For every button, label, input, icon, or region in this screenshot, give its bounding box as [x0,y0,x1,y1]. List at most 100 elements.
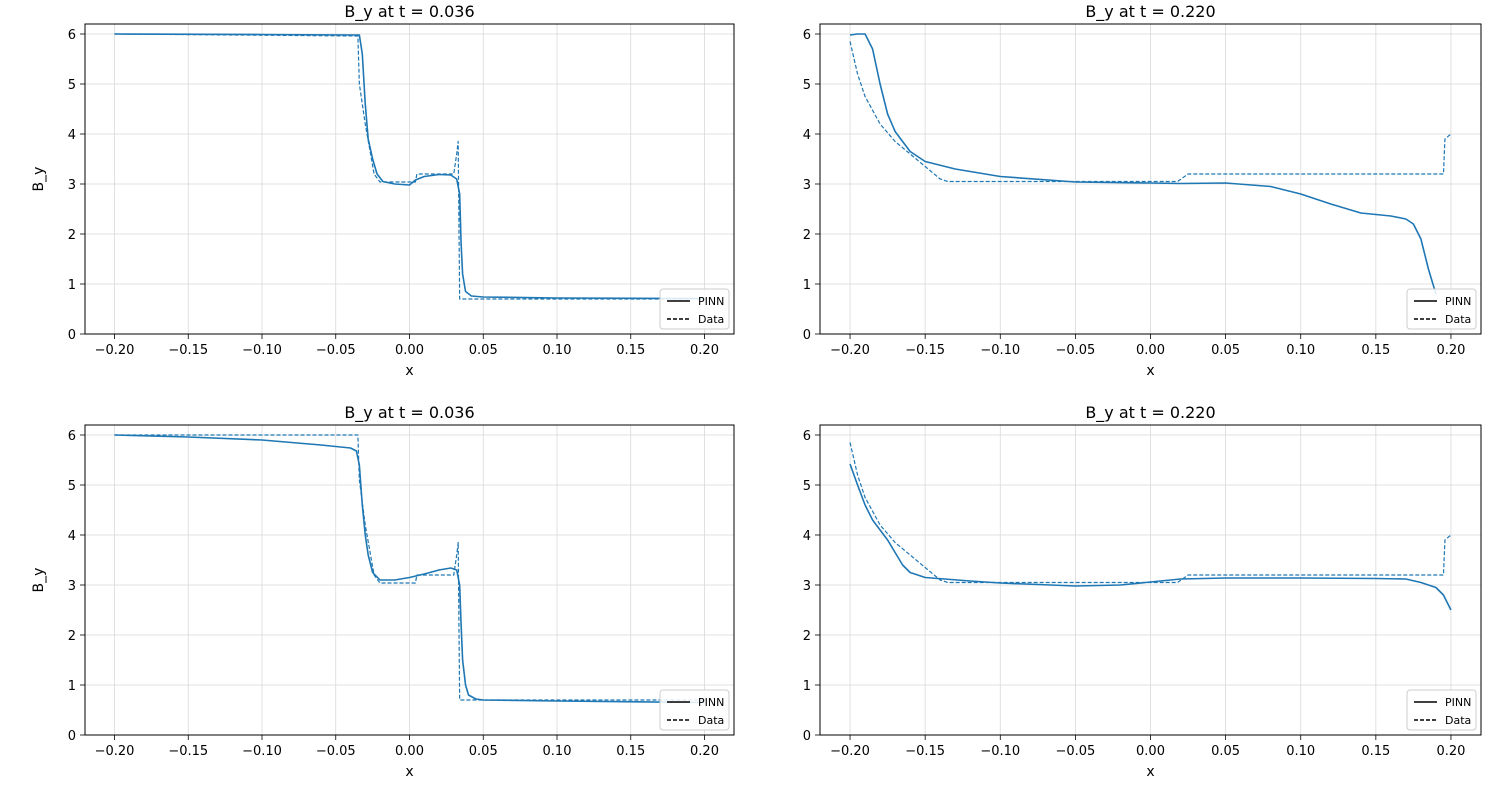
x-tick-label: −0.20 [830,343,870,358]
legend-label: Data [1445,313,1471,326]
y-tick-label: 3 [803,178,811,193]
legend-label: Data [698,714,724,727]
y-tick-label: 2 [68,629,76,644]
y-tick-label: 4 [68,529,76,544]
legend-label: PINN [698,696,724,709]
x-tick-label: 0.15 [1361,343,1390,358]
x-tick-label: 0.10 [543,343,572,358]
y-tick-label: 3 [803,579,811,594]
y-tick-label: 0 [68,328,76,343]
x-tick-label: −0.15 [905,744,945,759]
legend-box [1406,689,1477,731]
chart-title: B_y at t = 0.036 [344,403,474,423]
y-tick-label: 1 [68,679,76,694]
x-tick-label: −0.15 [905,343,945,358]
x-tick-label: 0.20 [1436,343,1465,358]
chart-panel-2: −0.20 −0.15 −0.10 −0.05 0.00 0.05 0.10 0.15 0.20… [803,2,1482,379]
series-line-data [849,41,1452,183]
chart-title: B_y at t = 0.036 [344,2,474,22]
x-tick-label: 0.20 [690,343,719,358]
y-axis-label: B_y [31,167,47,192]
x-tick-label: 0.00 [1136,744,1165,759]
series-line-data [114,33,705,300]
y-tick-label: 5 [68,78,76,93]
chart-title: B_y at t = 0.220 [1085,403,1215,423]
x-tick-label: −0.10 [242,744,282,759]
x-tick-label: 0.00 [395,343,424,358]
x-tick-label: −0.10 [980,744,1020,759]
y-tick-label: 1 [68,278,76,293]
x-tick-label: 0.15 [616,744,645,759]
legend-label: Data [1445,714,1471,727]
y-tick-label: 5 [803,479,811,494]
x-tick-label: −0.05 [1055,343,1095,358]
x-tick-label: −0.20 [95,744,135,759]
y-tick-label: 2 [803,228,811,243]
y-tick-label: 6 [803,28,811,43]
y-tick-label: 1 [803,278,811,293]
x-tick-label: −0.20 [95,343,135,358]
legend-label: PINN [698,295,724,308]
x-tick-label: 0.15 [616,343,645,358]
y-tick-label: 0 [803,328,811,343]
legend-label: Data [698,313,724,326]
plot-frame [819,23,1482,335]
y-tick-label: 4 [803,128,811,143]
x-tick-label: 0.20 [1436,744,1465,759]
x-tick-label: 0.05 [469,744,498,759]
series-line-data [849,442,1452,584]
y-tick-label: 2 [68,228,76,243]
y-tick-label: 3 [68,579,76,594]
y-tick-label: 5 [68,479,76,494]
x-axis-label: x [1146,764,1154,780]
chart-panel-4: −0.20 −0.15 −0.10 −0.05 0.00 0.05 0.10 0.15 0.20… [803,403,1482,780]
x-tick-label: 0.00 [1136,343,1165,358]
x-tick-label: −0.05 [1055,744,1095,759]
legend-box [1406,288,1477,330]
y-tick-label: 6 [68,429,76,444]
plot-frame [84,23,735,335]
x-axis-label: x [405,363,413,379]
x-tick-label: 0.00 [395,744,424,759]
legend: PINN Data [1406,288,1477,330]
legend: PINN Data [659,689,730,731]
y-tick-label: 3 [68,178,76,193]
y-tick-label: 6 [803,429,811,444]
x-tick-label: 0.15 [1361,744,1390,759]
x-axis-label: x [1146,363,1154,379]
x-tick-label: 0.05 [1211,744,1240,759]
y-tick-label: 4 [68,128,76,143]
y-tick-label: 6 [68,28,76,43]
series-line-data [114,434,705,701]
legend-label: PINN [1445,295,1471,308]
y-tick-label: 1 [803,679,811,694]
legend: PINN Data [1406,689,1477,731]
chart-panel-3: −0.20 −0.15 −0.10 −0.05 0.00 0.05 0.10 0.15 0.20… [31,403,735,780]
chart-title: B_y at t = 0.220 [1085,2,1215,22]
x-tick-label: 0.10 [1286,744,1315,759]
series-line-pinn [114,434,705,704]
series-line-pinn [849,33,1437,295]
x-tick-label: −0.05 [316,744,356,759]
legend-box [659,689,730,731]
series-line-pinn [849,463,1452,611]
legend: PINN Data [659,288,730,330]
legend-box [659,288,730,330]
x-tick-label: 0.10 [1286,343,1315,358]
y-tick-label: 0 [803,729,811,744]
x-tick-label: −0.20 [830,744,870,759]
x-tick-label: 0.05 [1211,343,1240,358]
plot-frame [819,424,1482,736]
x-tick-label: −0.10 [980,343,1020,358]
x-tick-label: 0.20 [690,744,719,759]
x-tick-label: −0.05 [316,343,356,358]
y-tick-label: 5 [803,78,811,93]
y-tick-label: 2 [803,629,811,644]
y-axis-label: B_y [31,568,47,593]
legend-label: PINN [1445,696,1471,709]
x-tick-label: −0.10 [242,343,282,358]
y-tick-label: 4 [803,529,811,544]
x-tick-label: −0.15 [168,343,208,358]
